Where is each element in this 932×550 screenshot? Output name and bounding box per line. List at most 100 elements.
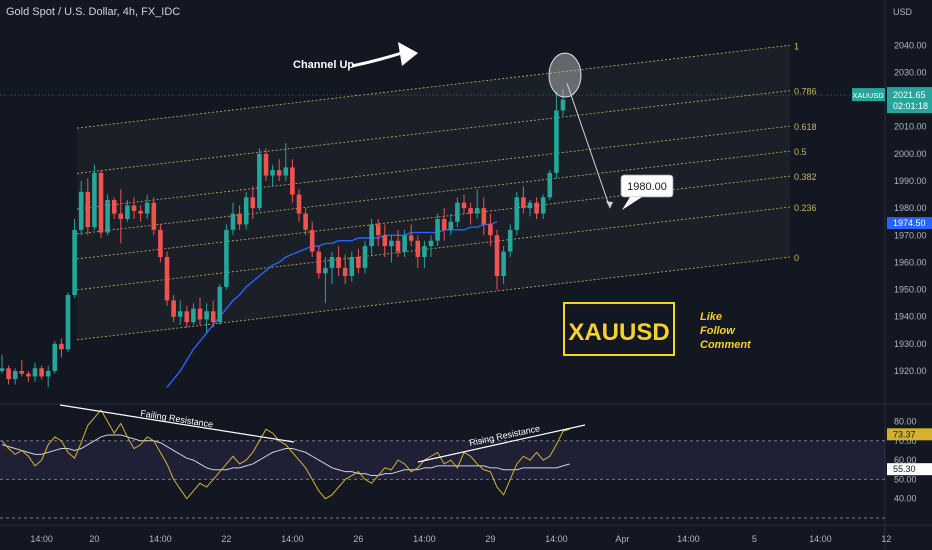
price-tick-1960: 1960.00 — [894, 257, 927, 267]
channel-up-arrow-head — [398, 42, 418, 66]
candle-body — [415, 240, 421, 257]
candle-body — [356, 257, 361, 268]
candle-body — [12, 371, 18, 380]
candle-body — [474, 208, 480, 214]
price-tick-1980: 1980.00 — [894, 203, 927, 213]
time-tick: 20 — [89, 534, 99, 544]
candle-body — [72, 229, 77, 295]
rsi-ma-value-tag — [887, 463, 932, 476]
time-tick: 12 — [881, 534, 891, 544]
candle-body — [144, 202, 150, 214]
fib-label-3: 0.5 — [794, 147, 807, 157]
candle-body — [131, 205, 137, 211]
candle-body — [448, 221, 454, 230]
target-arrow-line — [566, 83, 611, 209]
candle-body — [0, 368, 5, 371]
candle-body — [151, 202, 157, 230]
candle-body — [105, 200, 110, 233]
candle-body — [250, 197, 256, 209]
candle-body — [184, 311, 190, 323]
candle-body — [118, 213, 124, 219]
candle-body — [316, 251, 322, 274]
fib-label-5: 0.236 — [794, 203, 817, 213]
target-label: 1980.00 — [627, 181, 667, 193]
candle-body — [6, 368, 11, 380]
fib-label-0: 1 — [794, 41, 799, 51]
candle-body — [59, 343, 64, 350]
candle-body — [138, 210, 143, 214]
price-tick-1970: 1970.00 — [894, 230, 927, 240]
time-tick: 14:00 — [413, 534, 436, 544]
candle-body — [488, 224, 493, 236]
rsi-ma-line — [1, 434, 570, 477]
time-tick: 14:00 — [30, 534, 53, 544]
price-tick-1950: 1950.00 — [894, 285, 927, 295]
rsi-line — [1, 409, 570, 500]
candle-body — [39, 368, 44, 377]
candle-body — [309, 229, 315, 252]
candle-body — [191, 308, 196, 323]
time-tick: 14:00 — [677, 534, 700, 544]
price-tick-1990: 1990.00 — [894, 176, 927, 186]
time-tick: 22 — [221, 534, 231, 544]
candle-body — [257, 153, 262, 209]
note-follow: Follow — [700, 325, 736, 337]
symbol-tag-label: XAUUSD — [852, 91, 884, 100]
candle-body — [92, 172, 97, 228]
candle-body — [527, 202, 533, 209]
price-tick-2030: 2030.00 — [894, 67, 927, 77]
candle-body — [441, 219, 447, 230]
rsi-tick-60: 60.00 — [894, 455, 917, 465]
fib-label-1: 0.786 — [794, 87, 817, 97]
note-like: Like — [700, 311, 722, 323]
candle-body — [45, 371, 51, 377]
target-callout-tail — [622, 197, 642, 210]
fib-label-2: 0.618 — [794, 122, 817, 132]
candle-body — [230, 213, 236, 230]
candle-body — [560, 99, 566, 111]
candle-body — [290, 167, 295, 195]
fib-label-4: 0.382 — [794, 172, 817, 182]
highlight-circle — [548, 52, 582, 98]
rsi-tick-70: 70.00 — [894, 436, 917, 446]
candle-body — [296, 194, 302, 214]
candle-body — [408, 235, 414, 241]
target-callout — [620, 174, 674, 198]
candle-body — [554, 110, 559, 173]
candle-body — [65, 295, 71, 350]
price-tick-2000: 2000.00 — [894, 149, 927, 159]
price-tick-1940: 1940.00 — [894, 312, 927, 322]
last-price-value: 2021.65 — [893, 90, 926, 100]
candle-body — [402, 235, 407, 252]
candle-body — [501, 251, 506, 276]
candle-body — [382, 235, 388, 247]
candle-body — [204, 311, 209, 320]
candle-body — [52, 343, 58, 371]
rsi-value: 73.37 — [893, 429, 916, 439]
time-tick: 14:00 — [281, 534, 304, 544]
candle-body — [197, 308, 203, 320]
candle-body — [428, 240, 434, 247]
candle-body — [125, 205, 130, 219]
rsi-tick-80: 80.00 — [894, 417, 917, 427]
time-tick: 14:00 — [149, 534, 172, 544]
candle-body — [210, 311, 216, 323]
candle-body — [514, 197, 520, 230]
channel-up-label: Channel Up — [293, 59, 354, 71]
ma-price-value: 1974.50 — [893, 218, 926, 228]
candle-body — [26, 373, 31, 377]
axis-unit: USD — [893, 7, 913, 17]
candle-body — [19, 371, 25, 374]
failing-resistance-line — [59, 404, 295, 443]
candle-body — [507, 229, 513, 252]
candle-body — [375, 224, 381, 236]
candle-body — [547, 172, 553, 198]
last-price-tag — [887, 87, 932, 114]
time-tick: 26 — [353, 534, 363, 544]
candle-body — [540, 197, 546, 214]
candle-body — [349, 257, 355, 276]
time-tick: 29 — [485, 534, 495, 544]
candle-body — [455, 202, 460, 222]
